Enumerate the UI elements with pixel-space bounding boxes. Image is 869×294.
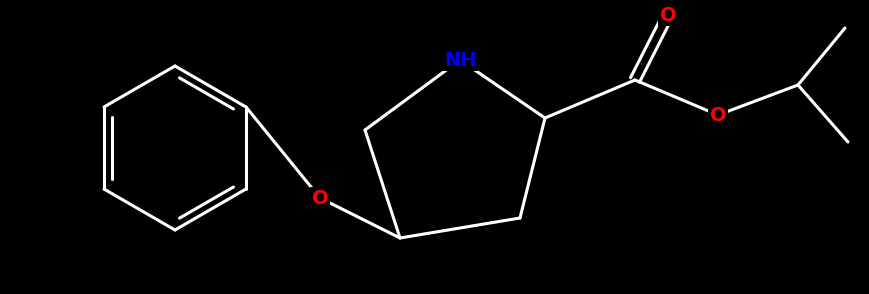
Text: NH: NH [444, 51, 476, 69]
Text: O: O [312, 188, 328, 208]
Text: O: O [660, 6, 676, 24]
Text: O: O [710, 106, 726, 124]
